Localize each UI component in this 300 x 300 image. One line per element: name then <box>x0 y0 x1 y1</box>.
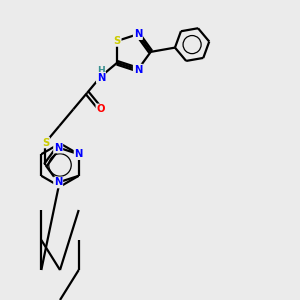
Text: N: N <box>54 142 62 152</box>
Text: N: N <box>134 64 142 75</box>
Text: O: O <box>96 104 105 114</box>
Text: N: N <box>97 73 105 83</box>
Text: N: N <box>74 149 83 159</box>
Text: N: N <box>134 29 142 39</box>
Text: N: N <box>54 178 62 188</box>
Text: H: H <box>97 66 105 75</box>
Text: S: S <box>113 36 121 46</box>
Text: S: S <box>42 137 49 148</box>
